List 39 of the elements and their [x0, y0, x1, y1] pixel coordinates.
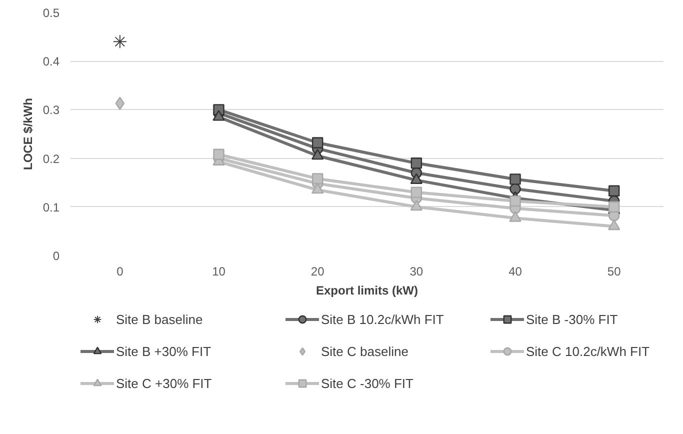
point — [212, 110, 225, 121]
point — [112, 34, 127, 49]
point — [311, 148, 324, 160]
y-tick-label: 0.5 — [42, 6, 60, 20]
x-axis-title: Export limits (kW) — [316, 284, 418, 298]
point — [509, 211, 522, 222]
point — [311, 182, 324, 194]
point — [510, 174, 521, 185]
legend-label: Site B 10.2c/kWh FIT — [321, 310, 445, 328]
point — [312, 137, 324, 148]
x-tick-label: 30 — [410, 264, 424, 278]
legend-label: Site C -30% FIT — [321, 374, 414, 392]
point — [115, 96, 125, 110]
y-tick-label: 0 — [52, 249, 60, 263]
legend-label: Site B -30% FIT — [526, 310, 619, 328]
x-tick-label: 40 — [508, 264, 522, 278]
y-tick-label: 0.4 — [42, 54, 60, 69]
point — [410, 186, 422, 198]
y-axis-title: LOCE $/kWh — [20, 98, 35, 170]
x-tick-label: 20 — [310, 264, 325, 278]
point — [410, 200, 423, 211]
point — [608, 219, 620, 230]
point — [312, 173, 324, 184]
y-tick-label: 0.3 — [42, 103, 60, 118]
legend-label: Site B +30% FIT — [116, 342, 212, 360]
point — [608, 185, 620, 196]
x-tick-label: 0 — [116, 264, 124, 278]
legend-label: Site B baseline — [116, 310, 204, 328]
legend-label: Site C +30% FIT — [116, 374, 213, 392]
x-tick-label: 50 — [607, 264, 622, 278]
legend-label: Site C 10.2c/kWh FIT — [526, 342, 651, 360]
point — [213, 148, 224, 160]
legend-label: Site C baseline — [321, 342, 410, 360]
point — [410, 158, 422, 169]
y-tick-label: 0.2 — [42, 152, 60, 166]
point — [410, 173, 423, 184]
point — [510, 195, 521, 207]
x-tick-label: 10 — [212, 264, 226, 278]
y-tick-label: 0.1 — [42, 200, 60, 214]
